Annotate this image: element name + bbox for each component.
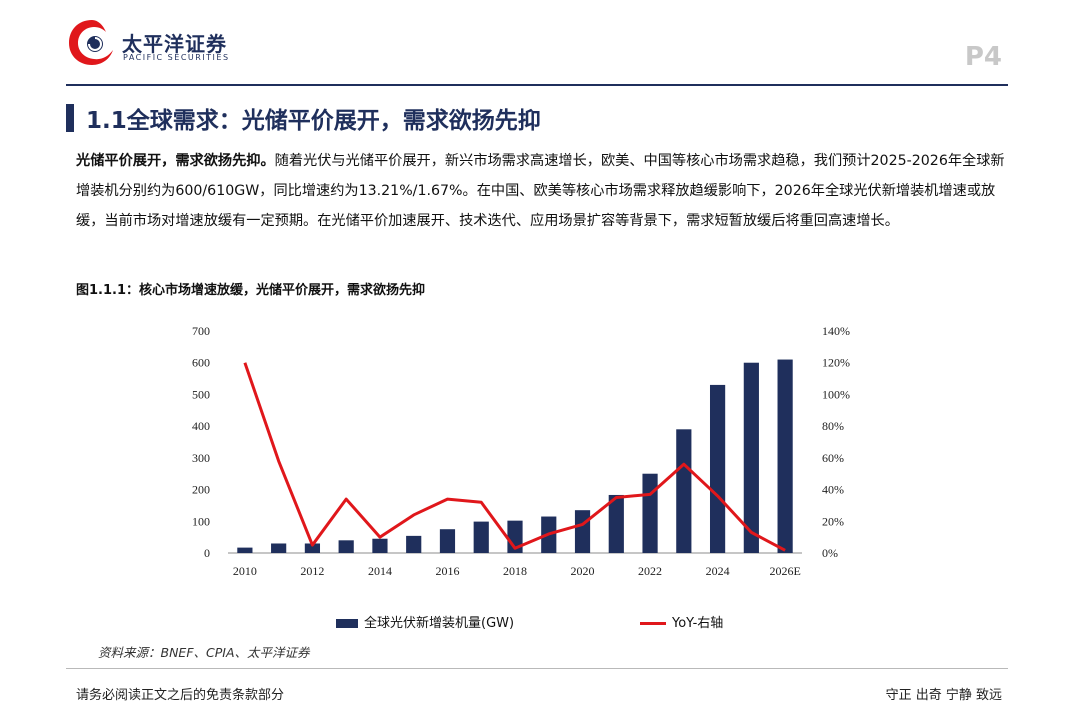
bar-2026E [777,359,793,553]
y-right-tick-label: 100% [822,387,850,401]
body-paragraph: 光储平价展开，需求欲扬先抑。随着光伏与光储平价展开，新兴市场需求高速增长，欧美、… [76,146,1006,236]
paragraph-text: 随着光伏与光储平价展开，新兴市场需求高速增长，欧美、中国等核心市场需求趋稳，我们… [76,153,1005,229]
bar-2013 [338,540,354,553]
y-right-tick-label: 60% [822,451,844,465]
yoy-line [243,362,786,552]
y-left-tick-label: 300 [192,451,210,465]
y-right-tick-label: 80% [822,419,844,433]
source-divider [66,668,1008,669]
legend-bar-label: 全球光伏新增装机量(GW) [364,616,515,631]
y-left-tick-label: 0 [204,546,210,560]
legend-line-swatch [640,622,666,625]
y-left-tick-label: 500 [192,387,210,401]
bar-2021 [608,494,624,553]
bar-2011 [271,543,287,553]
brand-name-en: PACIFIC SECURITIES [123,53,230,62]
bar-2024 [709,384,726,553]
y-right-tick-label: 140% [822,324,850,338]
y-right-tick-label: 120% [822,356,850,370]
legend-item-bar: 全球光伏新增装机量(GW) [336,612,514,631]
footer-disclaimer: 请务必阅读正文之后的免责条款部分 [76,688,285,703]
bar-2016 [439,529,456,553]
bar-2012 [304,543,321,553]
legend-bar-swatch [336,619,358,628]
legend-line-label: YoY-右轴 [672,616,724,631]
y-left-tick-label: 700 [192,324,210,338]
x-tick-label: 2016 [435,564,459,578]
pacific-securities-logo-icon [69,20,113,65]
legend-item-line: YoY-右轴 [640,612,723,631]
x-tick-label: 2020 [571,564,595,578]
section-title: 1.1全球需求：光储平价展开，需求欲扬先抑 [86,108,541,134]
y-left-tick-label: 200 [192,483,210,497]
y-right-tick-label: 40% [822,483,844,497]
x-tick-label: 2026E [769,564,800,578]
bar-2020 [574,510,591,553]
figure-source: 资料来源：BNEF、CPIA、太平洋证券 [98,645,310,660]
figure-caption: 图1.1.1：核心市场增速放缓，光储平价展开，需求欲扬先抑 [76,283,426,298]
x-tick-label: 2012 [300,564,324,578]
y-left-tick-label: 400 [192,419,210,433]
bar-2017 [473,521,489,553]
bar-2010 [237,547,253,553]
bar-2025E [743,362,759,553]
section-marker [66,104,74,132]
header-divider [66,84,1008,86]
x-tick-label: 2024 [706,564,730,578]
bar-2022 [642,473,658,553]
paragraph-lead: 光储平价展开，需求欲扬先抑。 [76,153,275,169]
bar-2023 [676,429,692,553]
bar-2015 [406,535,422,553]
page-number: P4 [964,42,1002,72]
bar-2014 [372,538,388,553]
x-tick-label: 2022 [638,564,662,578]
x-tick-label: 2018 [503,564,527,578]
x-tick-label: 2010 [233,564,257,578]
x-tick-label: 2014 [368,564,392,578]
page-header: 太平洋证券 PACIFIC SECURITIES P4 [0,0,1080,90]
y-right-tick-label: 0% [822,546,838,560]
y-left-tick-label: 100 [192,514,210,528]
y-right-tick-label: 20% [822,514,844,528]
y-left-tick-label: 600 [192,356,210,370]
brand-name-cn: 太平洋证券 [122,32,227,56]
installation-chart: 0 100 200 300 400 500 600 700 0% 20% 40% 60% 80% 100%… [192,324,850,578]
footer-motto: 守正 出奇 宁静 致远 [885,688,1002,703]
